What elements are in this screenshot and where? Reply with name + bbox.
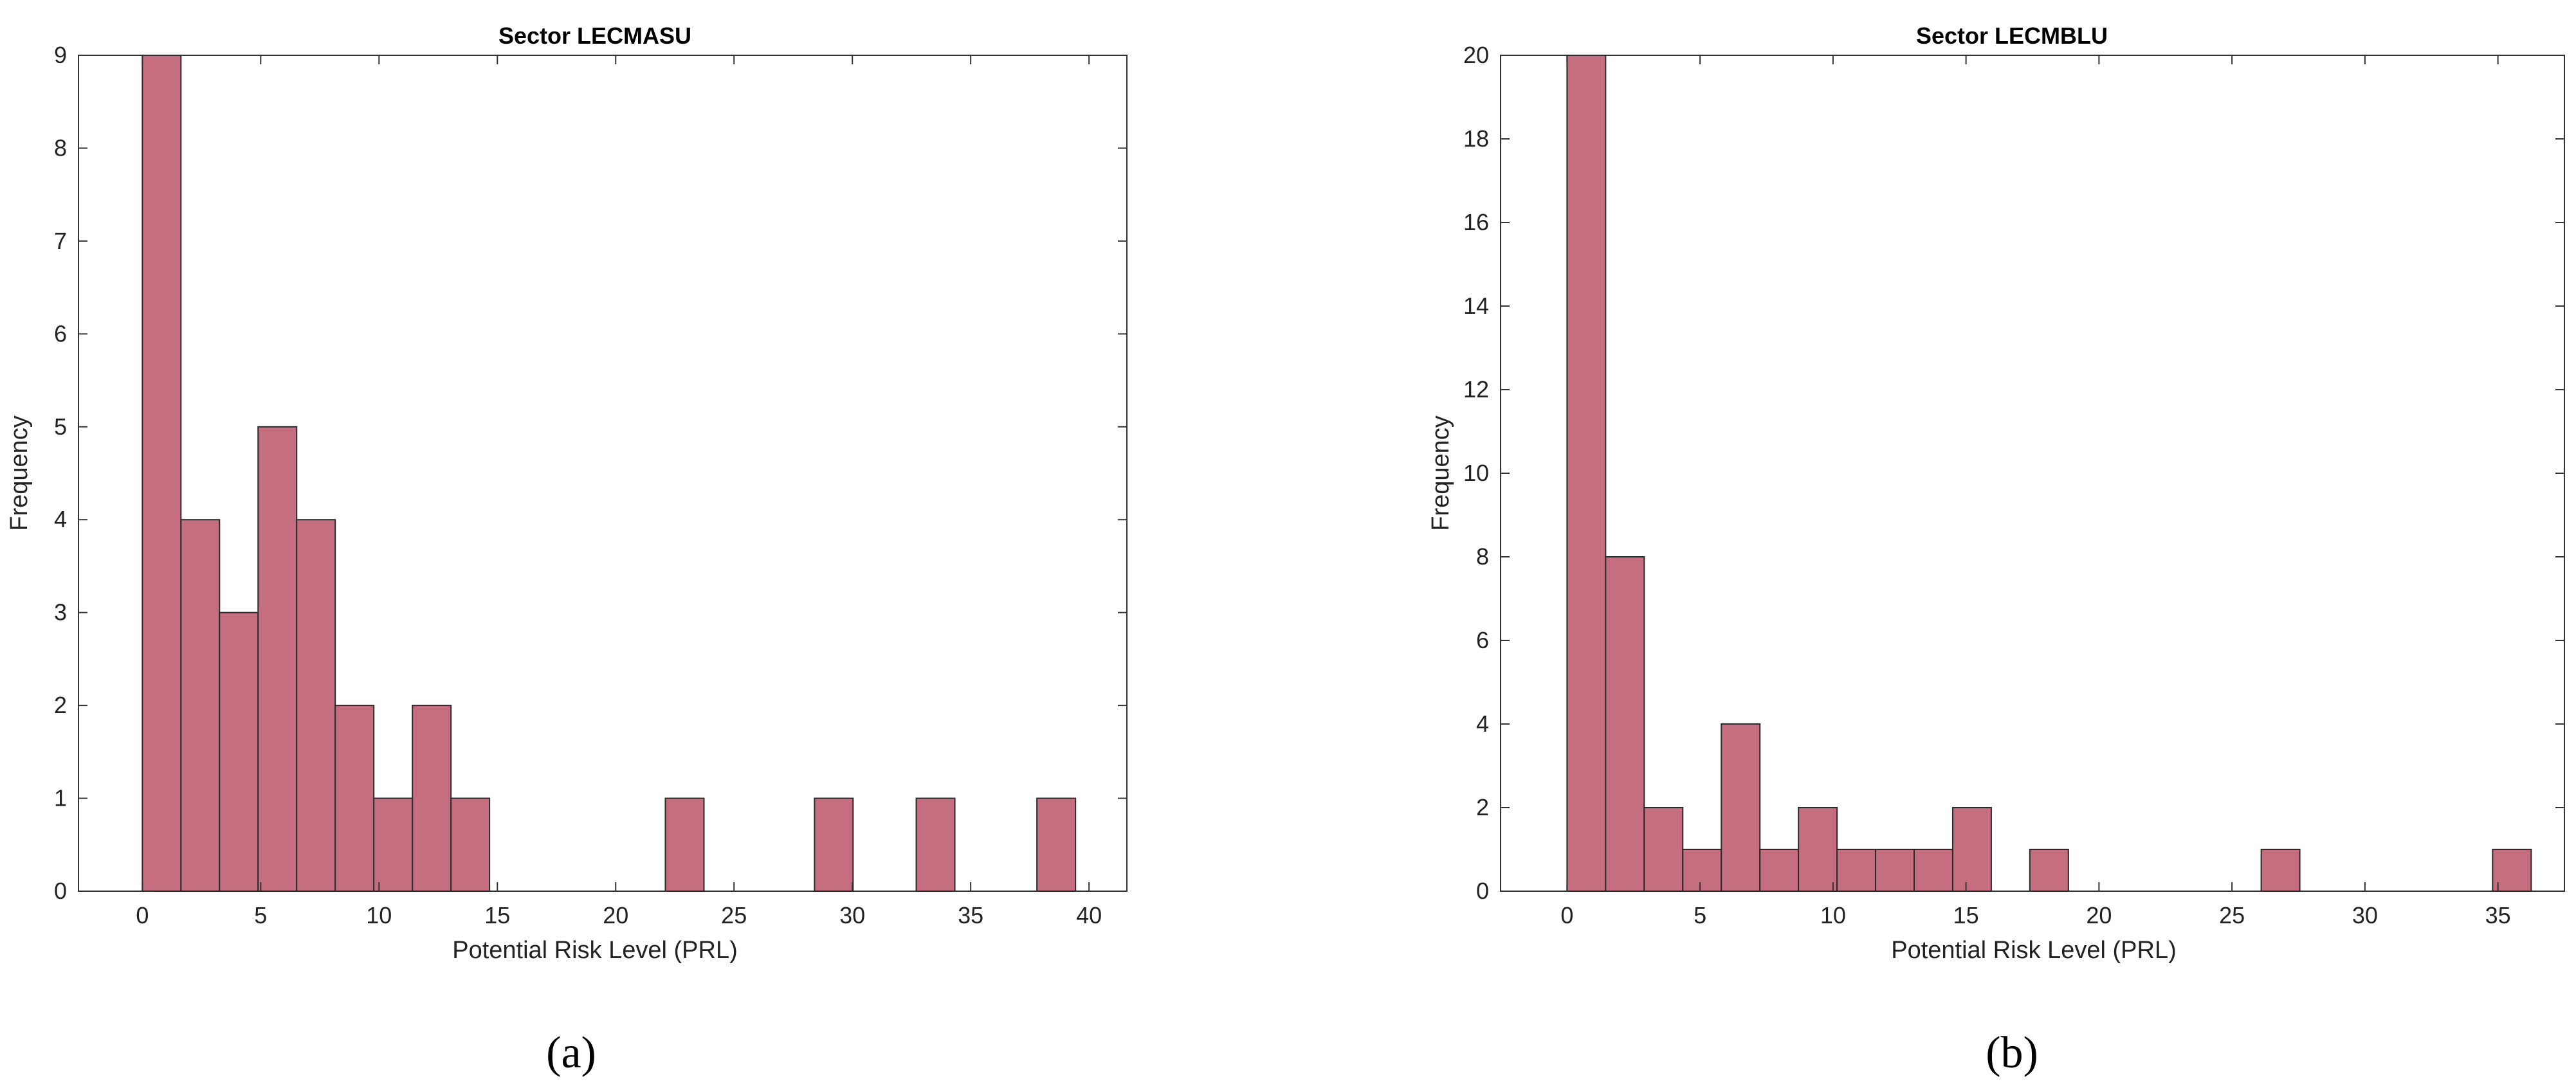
- chart-a-x-tick-label: 20: [603, 902, 628, 928]
- chart-a-x-tick-label: 30: [839, 902, 865, 928]
- chart-b-bar: [1798, 807, 1838, 892]
- chart-a-x-tick-label: 40: [1076, 902, 1102, 928]
- chart-b-x-tick-label: 0: [1560, 902, 1573, 928]
- chart-b-bar: [1951, 807, 1992, 892]
- chart-a-y-tick-label: 9: [54, 42, 67, 68]
- chart-b-bar: [1759, 849, 1800, 892]
- chart-b-x-axis-label: Potential Risk Level (PRL): [1891, 937, 2177, 964]
- chart-a-bar: [142, 55, 182, 892]
- chart-b-bar: [1836, 849, 1877, 892]
- chart-a-x-tick-label: 0: [136, 902, 149, 928]
- chart-b-bar: [1682, 849, 1722, 892]
- chart-a-bar: [373, 797, 414, 892]
- chart-b-plot-frame: [1500, 55, 2565, 892]
- chart-a-y-tick-label: 6: [54, 320, 67, 347]
- chart-b-x-tick-label: 15: [1953, 902, 1979, 928]
- chart-a-y-tick-label: 3: [54, 599, 67, 626]
- chart-b-y-tick-label: 18: [1463, 125, 1489, 152]
- chart-a-bar: [450, 797, 491, 892]
- chart-b-x-axis: 0 5 10 15 20 25 30 35: [1560, 55, 2511, 928]
- chart-b-y-tick-label: 20: [1463, 42, 1489, 68]
- chart-a-y-axis-label: Frequency: [6, 415, 33, 531]
- chart-b-y-axis: 0 2 4 6 8 10 12 14 16 18 20: [1463, 42, 2564, 904]
- chart-b-y-tick-label: 6: [1476, 627, 1489, 653]
- chart-b-bar: [1875, 849, 1915, 892]
- chart-a-bar: [180, 519, 221, 892]
- chart-b-bar: [1566, 55, 1607, 892]
- chart-a-bar: [219, 611, 259, 892]
- chart-b-y-tick-label: 4: [1476, 710, 1489, 737]
- chart-a-y-tick-label: 7: [54, 228, 67, 254]
- chart-b-bar: [1643, 807, 1684, 892]
- chart-b-bar: [1721, 723, 1761, 892]
- chart-b-y-tick-label: 10: [1463, 460, 1489, 486]
- chart-b-x-tick-label: 25: [2219, 902, 2245, 928]
- chart-a-title: Sector LECMASU: [498, 23, 691, 49]
- chart-a-y-tick-label: 0: [54, 878, 67, 904]
- chart-a-x-axis-label: Potential Risk Level (PRL): [452, 937, 738, 964]
- chart-b-y-tick-label: 16: [1463, 209, 1489, 235]
- panel-label-a: (a): [546, 1028, 596, 1078]
- chart-b: Sector LECMBLU 0 5 10 15 20 25 30 35 0 2 4 6 8 10 12 1…: [1427, 23, 2565, 1078]
- chart-a-bar: [412, 705, 452, 892]
- chart-a-x-tick-label: 35: [958, 902, 983, 928]
- chart-b-x-tick-label: 30: [2352, 902, 2378, 928]
- chart-a-y-tick-label: 5: [54, 413, 67, 440]
- chart-a-bar: [664, 797, 705, 892]
- chart-a-x-tick-label: 25: [721, 902, 747, 928]
- chart-b-bar: [2260, 849, 2301, 892]
- chart-a-bar: [915, 797, 956, 892]
- chart-a: Sector LECMASU 0 5 10 15 20 25 30 35 40 0 1 2 3 4 5 6 7…: [6, 23, 1128, 1078]
- chart-b-bar: [1605, 556, 1645, 892]
- chart-a-bar: [1036, 797, 1077, 892]
- chart-b-x-tick-label: 20: [2086, 902, 2112, 928]
- chart-a-x-tick-label: 5: [254, 902, 267, 928]
- chart-a-y-tick-label: 1: [54, 785, 67, 811]
- chart-b-bars: [1566, 55, 2532, 892]
- chart-b-x-tick-label: 5: [1694, 902, 1706, 928]
- chart-a-plot-frame: [78, 55, 1128, 892]
- chart-b-bar: [2029, 849, 2069, 892]
- panel-label-b: (b): [1986, 1028, 2038, 1078]
- chart-a-y-axis: 0 1 2 3 4 5 6 7 8 9: [54, 42, 1127, 904]
- chart-a-x-axis: 0 5 10 15 20 25 30 35 40: [136, 55, 1102, 928]
- chart-b-x-tick-label: 35: [2485, 902, 2511, 928]
- chart-a-bar: [334, 705, 375, 892]
- chart-b-bar: [1913, 849, 1953, 892]
- chart-b-title: Sector LECMBLU: [1916, 23, 2108, 49]
- chart-b-y-tick-label: 12: [1463, 376, 1489, 403]
- chart-a-x-tick-label: 10: [366, 902, 392, 928]
- chart-a-bars: [142, 55, 1077, 892]
- chart-b-bar: [2492, 849, 2532, 892]
- chart-a-y-tick-label: 8: [54, 134, 67, 161]
- chart-b-y-tick-label: 14: [1463, 293, 1489, 319]
- chart-a-y-tick-label: 4: [54, 506, 67, 532]
- chart-b-y-axis-label: Frequency: [1427, 415, 1454, 531]
- chart-a-bar: [814, 797, 854, 892]
- chart-b-y-tick-label: 8: [1476, 543, 1489, 570]
- chart-b-y-tick-label: 2: [1476, 794, 1489, 820]
- chart-a-bar: [257, 426, 298, 892]
- chart-a-x-tick-label: 15: [484, 902, 510, 928]
- chart-a-y-tick-label: 2: [54, 692, 67, 718]
- chart-a-bar: [296, 519, 336, 892]
- chart-b-y-tick-label: 0: [1476, 878, 1489, 904]
- chart-b-x-tick-label: 10: [1820, 902, 1846, 928]
